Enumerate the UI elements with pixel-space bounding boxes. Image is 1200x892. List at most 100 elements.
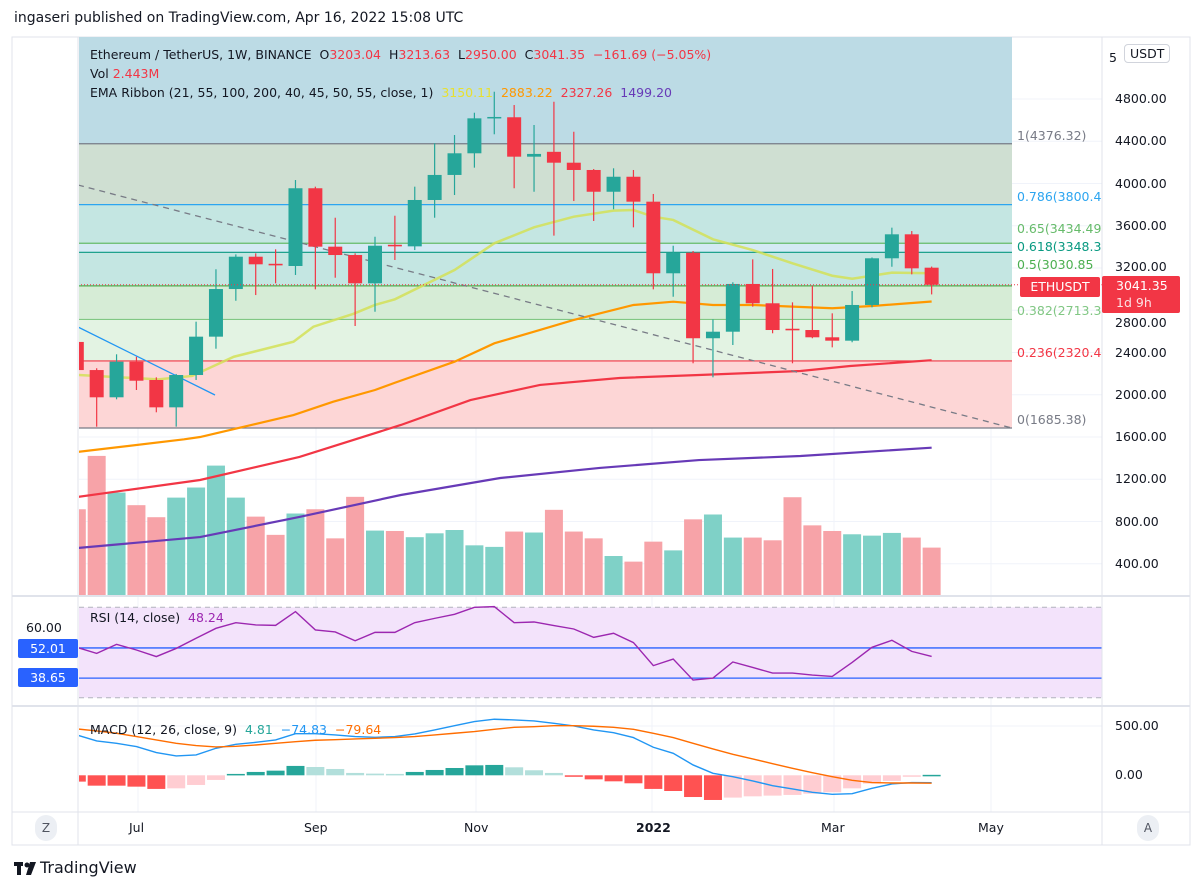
volume-bar (564, 531, 583, 595)
macd-pane (79, 718, 941, 800)
volume-bar (286, 513, 305, 595)
ema-ribbon-label[interactable]: EMA Ribbon (21, 55, 100, 200, 40, 45, 50… (90, 85, 434, 100)
rsi-label[interactable]: RSI (14, close) (90, 610, 181, 625)
candle-body (89, 370, 104, 398)
volume-bar (266, 534, 285, 595)
auto-scale-button[interactable]: A (1137, 815, 1159, 841)
macd-histogram-bar (882, 775, 901, 781)
macd-histogram-bar (346, 772, 365, 776)
candle-body (129, 361, 144, 381)
high-label: H (388, 47, 399, 62)
volume-bar (882, 532, 901, 595)
candle-body (228, 256, 243, 290)
fib-label-05: 0.5(3030.85 (1017, 257, 1094, 272)
candle-body (546, 151, 561, 163)
macd-histogram-bar (266, 770, 285, 776)
volume-bar (723, 537, 742, 595)
candle-body (626, 176, 641, 202)
candles (79, 91, 939, 427)
price-axis-label: 400.00 (1115, 555, 1159, 571)
scale-left-button[interactable]: Z (35, 815, 57, 841)
fib-label-0382: 0.382(2713.3 (1017, 303, 1102, 319)
macd-histogram-bar (604, 775, 623, 782)
volume-bar (644, 541, 663, 595)
open-label: O (319, 47, 330, 62)
macd-label[interactable]: MACD (12, 26, close, 9) (90, 722, 237, 737)
macd-histogram-bar (306, 767, 325, 776)
macd-histogram-bar (743, 775, 762, 797)
macd-histogram-bar (803, 775, 822, 794)
volume-value: 2.443M (112, 66, 160, 81)
blue-trend-line[interactable] (78, 326, 216, 396)
volume-bar (664, 550, 683, 595)
last-price-value: 3041.35 (1116, 278, 1168, 293)
rsi-hline-tag: 52.01 (18, 639, 78, 658)
candle-body (924, 267, 939, 285)
volume-bar (922, 547, 941, 595)
macd-histogram-bar (405, 771, 424, 776)
dashed-trend-line[interactable] (78, 184, 1013, 429)
fib-zone (79, 143, 1012, 205)
candle-body (527, 153, 542, 157)
macd-histogram-bar (644, 775, 663, 789)
volume-bar (743, 537, 762, 595)
volume-bar (703, 514, 722, 595)
macd-histogram-bar (87, 775, 106, 786)
macd-histogram-bar (684, 775, 703, 798)
price-axis-label: 2800.00 (1115, 315, 1167, 330)
symbol-legend: Ethereum / TetherUS, 1W, BINANCE O3203.0… (90, 45, 711, 102)
ema55-value: 2883.22 (500, 85, 553, 100)
macd-axis-label: 500.00 (1115, 718, 1159, 733)
change-value: −161.69 (−5.05%) (593, 47, 712, 62)
fib-retracement[interactable] (79, 37, 1012, 429)
candle-body (805, 330, 820, 338)
candle-body (169, 375, 184, 408)
close-label: C (524, 47, 534, 62)
candle-body (288, 188, 303, 267)
volume-label[interactable]: Vol (90, 66, 109, 81)
volume-bar (147, 517, 166, 595)
candle-body (705, 331, 720, 339)
fib-label-0: 0(1685.38) (1017, 411, 1087, 427)
volume-bars (79, 455, 941, 595)
ema200-value: 1499.20 (620, 85, 672, 100)
symbol-title[interactable]: Ethereum / TetherUS, 1W, BINANCE (90, 47, 312, 62)
macd-histogram-bar (465, 765, 484, 776)
macd-axis-label: 0.00 (1115, 767, 1143, 782)
rsi-legend: RSI (14, close) 48.24 (90, 608, 224, 627)
time-label: Sep (304, 820, 328, 835)
candle-body (248, 256, 263, 265)
price-axis-label: 5 (1109, 50, 1117, 65)
fib-label-065: 0.65(3434.49 (1017, 221, 1102, 236)
volume-bar (863, 535, 881, 595)
volume-bar (485, 546, 504, 595)
publish-line: ingaseri published on TradingView.com, A… (14, 10, 464, 26)
time-label: Jul (129, 820, 145, 835)
candle-body (725, 283, 740, 332)
candle-body (487, 116, 502, 119)
candle-body (348, 255, 363, 284)
candle-body (149, 379, 164, 408)
fib-zone (79, 243, 1012, 253)
price-axis-label: 4800.00 (1115, 91, 1167, 106)
candle-body (507, 117, 522, 157)
macd-histogram-bar (366, 773, 384, 776)
ema200-line (79, 446, 932, 549)
candle-body (308, 188, 323, 247)
macd-histogram-bar (902, 775, 921, 777)
price-axis-label: 4000.00 (1115, 175, 1167, 191)
macd-histogram-bar (167, 775, 186, 789)
currency-button[interactable]: USDT (1124, 44, 1171, 63)
candle-body (109, 361, 124, 398)
volume-bar (544, 509, 563, 595)
volume-bar (902, 537, 921, 595)
volume-bar (624, 561, 643, 595)
close-value: 3041.35 (533, 47, 586, 62)
tradingview-logo-icon (14, 862, 36, 875)
high-value: 3213.63 (398, 47, 451, 62)
macd-histogram-bar (863, 775, 881, 784)
fib-zone (79, 360, 1012, 428)
candle-body (686, 252, 701, 339)
volume-bar (604, 556, 623, 595)
